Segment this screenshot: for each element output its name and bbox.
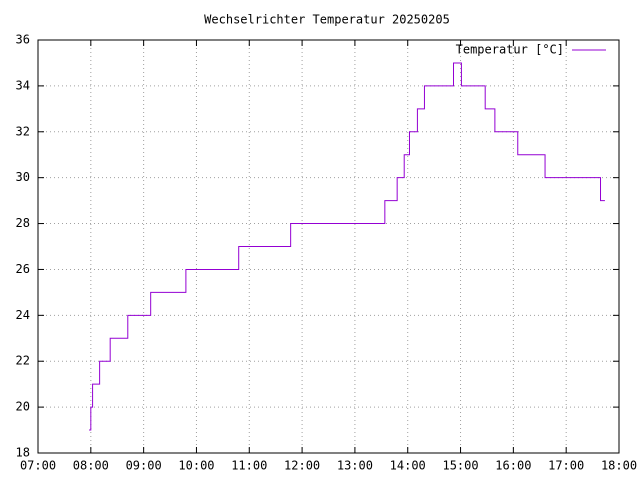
x-tick-label: 12:00	[284, 459, 320, 473]
x-tick-label: 13:00	[337, 459, 373, 473]
x-tick-label: 08:00	[73, 459, 109, 473]
y-tick-label: 34	[16, 78, 30, 92]
x-tick-label: 16:00	[495, 459, 531, 473]
x-tick-label: 17:00	[548, 459, 584, 473]
x-tick-label: 09:00	[126, 459, 162, 473]
plot-frame	[37, 39, 620, 454]
y-tick-label: 28	[16, 216, 30, 230]
x-tick-label: 10:00	[178, 459, 214, 473]
y-tick-label: 22	[16, 354, 30, 368]
y-tick-label: 30	[16, 170, 30, 184]
x-tick-label: 11:00	[231, 459, 267, 473]
x-tick-label: 15:00	[442, 459, 478, 473]
x-tick-label: 14:00	[390, 459, 426, 473]
legend-label: Temperatur [°C]	[456, 43, 564, 57]
chart-title: Wechselrichter Temperatur 20250205	[204, 13, 450, 27]
y-tick-label: 24	[16, 308, 30, 322]
x-tick-label: 18:00	[601, 459, 637, 473]
x-tick-label: 07:00	[20, 459, 56, 473]
y-tick-label: 32	[16, 124, 30, 138]
y-tick-label: 20	[16, 400, 30, 414]
y-tick-label: 18	[16, 446, 30, 460]
y-tick-label: 26	[16, 262, 30, 276]
temperature-line	[89, 62, 605, 431]
y-tick-label: 36	[16, 33, 30, 47]
